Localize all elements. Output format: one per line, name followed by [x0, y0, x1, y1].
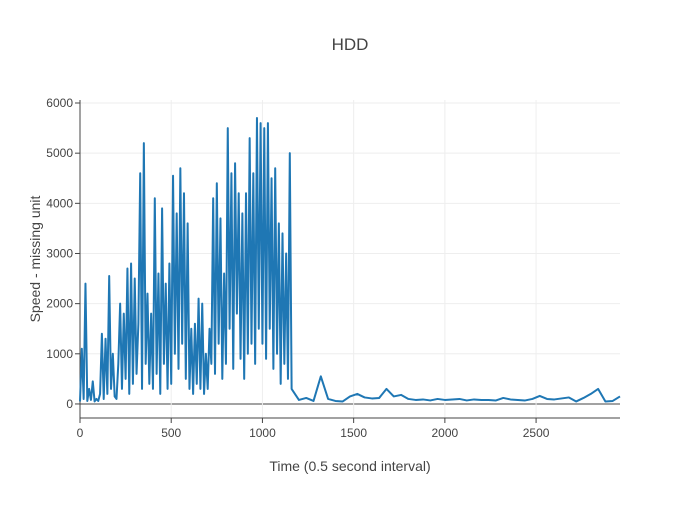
- y-tick-label: 2000: [46, 297, 73, 311]
- x-tick-label: 0: [77, 426, 84, 440]
- y-tick-label: 0: [66, 397, 73, 411]
- y-tick-label: 5000: [46, 146, 73, 160]
- chart-title: HDD: [332, 35, 369, 54]
- x-tick-label: 2500: [523, 426, 550, 440]
- y-tick-label: 4000: [46, 196, 73, 210]
- data-line: [79, 117, 621, 403]
- x-axis-label: Time (0.5 second interval): [269, 458, 430, 474]
- y-tick-label: 6000: [46, 96, 73, 110]
- x-tick-label: 1000: [249, 426, 276, 440]
- x-tick-label: 2000: [432, 426, 459, 440]
- x-tick-label: 1500: [340, 426, 367, 440]
- y-axis-label: Speed - missing unit: [27, 195, 43, 322]
- y-tick-label: 1000: [46, 347, 73, 361]
- x-tick-label: 500: [161, 426, 181, 440]
- y-tick-label: 3000: [46, 246, 73, 260]
